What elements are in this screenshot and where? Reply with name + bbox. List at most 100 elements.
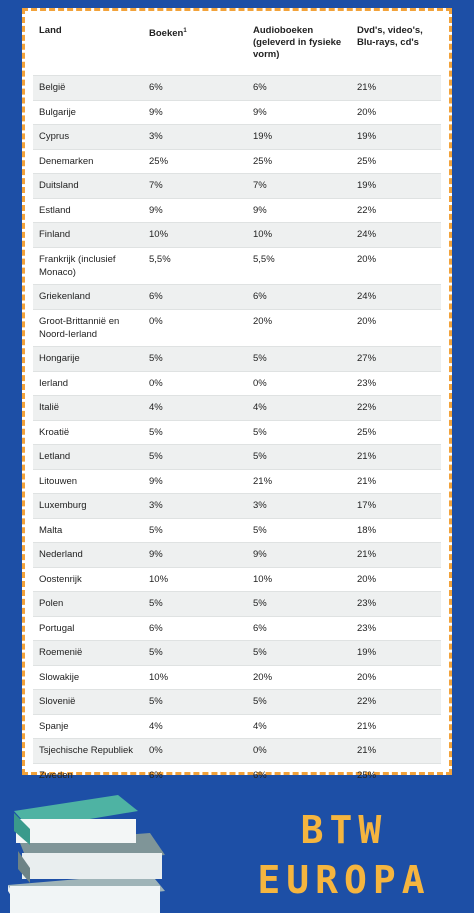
rate-cell: 23%: [351, 370, 441, 396]
rate-cell: 25%: [351, 762, 441, 787]
header-text: Boeken: [149, 28, 184, 40]
rate-cell: 19%: [351, 173, 441, 198]
rate-cell: 3%: [143, 124, 247, 149]
table-row: Ierland 0% 0% 23%: [33, 370, 441, 396]
rate-cell: 5%: [247, 346, 351, 371]
rate-cell: 20%: [351, 566, 441, 592]
rate-cell: 10%: [143, 664, 247, 690]
rate-cell: 9%: [143, 197, 247, 223]
rate-cell: 22%: [351, 197, 441, 223]
country-cell: Kroatië: [33, 419, 143, 445]
rate-cell: 10%: [143, 222, 247, 247]
rate-cell: 7%: [143, 173, 247, 198]
table-row: Roemenië 5% 5% 19%: [33, 640, 441, 665]
banner-title: BTW: [300, 808, 388, 852]
country-cell: Bulgarije: [33, 99, 143, 125]
table-row: Slowakije 10% 20% 20%: [33, 664, 441, 690]
table-row: Zweden 6% 6% 25%: [33, 762, 441, 787]
country-cell: Letland: [33, 444, 143, 469]
rate-cell: 6%: [247, 762, 351, 787]
rate-cell: 5%: [143, 689, 247, 714]
rate-cell: 4%: [143, 395, 247, 420]
table-row: Griekenland 6% 6% 24%: [33, 284, 441, 309]
rate-cell: 9%: [143, 99, 247, 125]
country-cell: Tsjechische Republiek: [33, 738, 143, 763]
country-cell: Malta: [33, 517, 143, 543]
rate-cell: 4%: [143, 713, 247, 739]
header-cell: Land: [33, 19, 143, 76]
header-text: Audioboeken (geleverd in fysieke vorm): [253, 25, 342, 60]
country-cell: Oostenrijk: [33, 566, 143, 592]
book-pages: [10, 886, 160, 913]
rate-cell: 9%: [143, 468, 247, 494]
rate-cell: 22%: [351, 395, 441, 420]
rate-cell: 10%: [247, 222, 351, 247]
rate-cell: 24%: [351, 222, 441, 247]
rate-cell: 21%: [351, 713, 441, 739]
rate-cell: 0%: [143, 738, 247, 763]
rate-cell: 21%: [351, 444, 441, 469]
rate-cell: 9%: [247, 542, 351, 567]
table-row: Cyprus 3% 19% 19%: [33, 124, 441, 149]
table-row: Hongarije 5% 5% 27%: [33, 346, 441, 371]
table-row: Denemarken 25% 25% 25%: [33, 148, 441, 174]
rate-cell: 5,5%: [143, 246, 247, 285]
rate-cell: 5%: [143, 444, 247, 469]
rate-cell: 19%: [247, 124, 351, 149]
rate-cell: 19%: [351, 124, 441, 149]
country-cell: Italië: [33, 395, 143, 420]
country-cell: Portugal: [33, 615, 143, 641]
rate-cell: 23%: [351, 615, 441, 641]
country-cell: Groot-Brittannië en Noord-Ierland: [33, 308, 143, 347]
rate-cell: 24%: [351, 284, 441, 309]
rate-cell: 6%: [143, 762, 247, 787]
header-cell: Boeken1: [143, 19, 247, 76]
rate-cell: 5%: [247, 640, 351, 665]
table-body: België 6% 6% 21% Bulgarije 9% 9% 20% Cyprus 3% 19%…: [33, 75, 441, 787]
rate-cell: 5%: [247, 591, 351, 616]
country-cell: Polen: [33, 591, 143, 616]
country-cell: Griekenland: [33, 284, 143, 309]
rate-cell: 23%: [351, 591, 441, 616]
rate-cell: 20%: [351, 308, 441, 347]
table-row: Duitsland 7% 7% 19%: [33, 173, 441, 198]
rate-cell: 9%: [247, 197, 351, 223]
table-row: Luxemburg 3% 3% 17%: [33, 493, 441, 518]
country-cell: Estland: [33, 197, 143, 223]
rate-cell: 5%: [247, 689, 351, 714]
rate-cell: 0%: [247, 370, 351, 396]
table-card: Land Boeken1 Audioboeken (geleverd in fy…: [22, 8, 452, 787]
header-cell: Audioboeken (geleverd in fysieke vorm): [247, 19, 351, 76]
country-cell: Luxemburg: [33, 493, 143, 518]
rate-cell: 27%: [351, 346, 441, 371]
rate-cell: 5%: [143, 419, 247, 445]
table-row: Oostenrijk 10% 10% 20%: [33, 566, 441, 592]
rate-cell: 7%: [247, 173, 351, 198]
table-row: Portugal 6% 6% 23%: [33, 615, 441, 641]
table-row: Finland 10% 10% 24%: [33, 222, 441, 247]
country-cell: Finland: [33, 222, 143, 247]
rate-cell: 20%: [351, 99, 441, 125]
table-row: Litouwen 9% 21% 21%: [33, 468, 441, 494]
rate-cell: 10%: [247, 566, 351, 592]
rate-cell: 9%: [143, 542, 247, 567]
rate-cell: 25%: [247, 148, 351, 174]
table-row: Nederland 9% 9% 21%: [33, 542, 441, 567]
country-cell: Hongarije: [33, 346, 143, 371]
rate-cell: 21%: [247, 468, 351, 494]
table-row: Letland 5% 5% 21%: [33, 444, 441, 469]
footnote-marker: 1: [183, 28, 187, 34]
rate-cell: 25%: [351, 148, 441, 174]
rate-cell: 5%: [143, 346, 247, 371]
rate-cell: 25%: [143, 148, 247, 174]
country-cell: Cyprus: [33, 124, 143, 149]
rate-cell: 20%: [351, 246, 441, 285]
table-row: België 6% 6% 21%: [33, 75, 441, 100]
rate-cell: 5%: [143, 517, 247, 543]
rate-cell: 6%: [247, 284, 351, 309]
header-cell: Dvd's, video's, Blu-rays, cd's: [351, 19, 441, 76]
rate-cell: 6%: [247, 75, 351, 100]
rate-cell: 20%: [351, 664, 441, 690]
rate-cell: 3%: [247, 493, 351, 518]
